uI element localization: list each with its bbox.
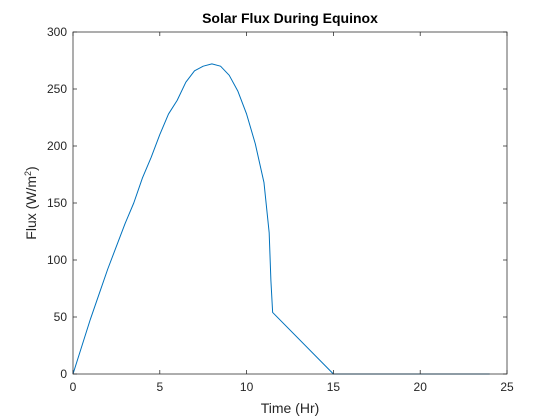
y-axis-label: Flux (W/m2)	[23, 166, 39, 239]
y-axis-label-main: Flux (W/m	[23, 176, 39, 240]
plot-area	[73, 32, 507, 374]
y-tick-label: 200	[47, 139, 67, 153]
x-axis-label: Time (Hr)	[261, 400, 320, 416]
x-tick-label: 20	[414, 380, 428, 394]
y-tick-label: 250	[47, 82, 67, 96]
x-tick-label: 15	[327, 380, 341, 394]
x-tick-label: 5	[156, 380, 163, 394]
data-layer	[72, 63, 490, 375]
y-axis-label-superscript: 2	[23, 171, 33, 176]
y-tick-label: 150	[47, 196, 67, 210]
x-tick-label: 25	[500, 380, 514, 394]
x-tick-label: 10	[240, 380, 254, 394]
chart-title: Solar Flux During Equinox	[202, 10, 378, 26]
y-tick-label: 100	[47, 253, 67, 267]
y-tick-label: 300	[47, 25, 67, 39]
series-line-0	[72, 63, 490, 375]
y-tick-label: 50	[54, 310, 68, 324]
y-tick-label: 0	[60, 367, 67, 381]
y-axis-label-suffix: )	[23, 166, 39, 171]
x-tick-label: 0	[70, 380, 77, 394]
x-ticks: 0 5 10 15 20 25	[70, 32, 514, 394]
y-ticks: 0 50 100 150 200 250 300	[47, 25, 507, 381]
